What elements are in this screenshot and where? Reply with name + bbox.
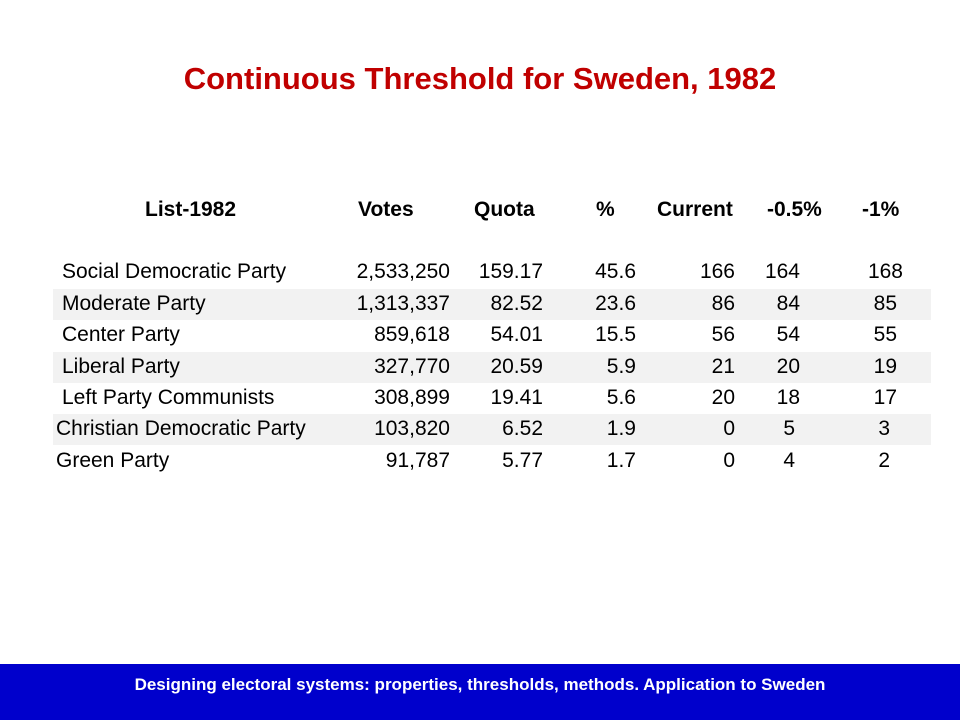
votes-cell: 1,313,337 (356, 292, 450, 315)
minus-half-cell: 5 (783, 417, 795, 440)
current-cell: 20 (711, 386, 735, 409)
minus-half-cell: 4 (783, 449, 795, 472)
party-name: Christian Democratic Party (56, 417, 306, 440)
current-cell: 166 (699, 260, 735, 283)
minus-one-cell: 55 (873, 323, 897, 346)
header-list: List-1982 (145, 198, 237, 221)
table-row: Center Party 859,618 54.01 15.5 56 54 55 (0, 320, 960, 351)
minus-one-cell: 2 (878, 449, 890, 472)
header-minus-half: -0.5% (767, 198, 822, 221)
percent-cell: 15.5 (595, 323, 636, 346)
header-percent: % (596, 198, 615, 221)
minus-half-cell: 20 (776, 355, 800, 378)
quota-cell: 6.52 (502, 417, 543, 440)
party-name: Left Party Communists (62, 386, 275, 409)
table-row: Moderate Party 1,313,337 82.52 23.6 86 8… (0, 289, 960, 320)
minus-one-cell: 85 (873, 292, 897, 315)
header-minus-one: -1% (862, 198, 900, 221)
minus-half-cell: 164 (764, 260, 800, 283)
footer-bar (0, 664, 960, 720)
table-row: Green Party 91,787 5.77 1.7 0 4 2 (0, 446, 960, 477)
percent-cell: 1.7 (606, 449, 636, 472)
quota-cell: 82.52 (490, 292, 543, 315)
percent-cell: 5.9 (606, 355, 636, 378)
votes-cell: 859,618 (374, 323, 450, 346)
current-cell: 86 (711, 292, 735, 315)
current-cell: 0 (723, 449, 735, 472)
footer-text: Designing electoral systems: properties,… (134, 675, 826, 694)
party-name: Social Democratic Party (62, 260, 287, 283)
current-cell: 21 (711, 355, 735, 378)
header-votes: Votes (358, 198, 414, 221)
percent-cell: 23.6 (595, 292, 636, 315)
quota-cell: 5.77 (502, 449, 543, 472)
table-row: Liberal Party 327,770 20.59 5.9 21 20 19 (0, 352, 960, 383)
current-cell: 56 (711, 323, 735, 346)
row-shading (53, 352, 931, 383)
minus-one-cell: 168 (867, 260, 903, 283)
quota-cell: 54.01 (490, 323, 543, 346)
percent-cell: 45.6 (595, 260, 636, 283)
minus-half-cell: 18 (776, 386, 800, 409)
votes-cell: 103,820 (374, 417, 450, 440)
minus-half-cell: 54 (776, 323, 800, 346)
votes-cell: 327,770 (374, 355, 450, 378)
percent-cell: 1.9 (606, 417, 636, 440)
minus-one-cell: 17 (873, 386, 897, 409)
quota-cell: 20.59 (490, 355, 543, 378)
header-quota: Quota (474, 198, 535, 221)
slide-title: Continuous Threshold for Sweden, 1982 (183, 61, 777, 96)
party-name: Moderate Party (62, 292, 206, 315)
row-shading (53, 289, 931, 320)
current-cell: 0 (723, 417, 735, 440)
quota-cell: 159.17 (478, 260, 543, 283)
minus-half-cell: 84 (776, 292, 800, 315)
header-current: Current (657, 198, 733, 221)
minus-one-cell: 19 (873, 355, 897, 378)
table-row: Social Democratic Party 2,533,250 159.17… (0, 257, 960, 288)
minus-one-cell: 3 (878, 417, 890, 440)
quota-cell: 19.41 (490, 386, 543, 409)
votes-cell: 308,899 (374, 386, 450, 409)
table-row: Christian Democratic Party 103,820 6.52 … (0, 414, 960, 445)
table-row: Left Party Communists 308,899 19.41 5.6 … (0, 383, 960, 414)
party-name: Liberal Party (62, 355, 180, 378)
votes-cell: 91,787 (385, 449, 450, 472)
votes-cell: 2,533,250 (356, 260, 450, 283)
party-name: Green Party (56, 449, 170, 472)
percent-cell: 5.6 (606, 386, 636, 409)
party-name: Center Party (62, 323, 180, 346)
row-shading (53, 414, 931, 445)
